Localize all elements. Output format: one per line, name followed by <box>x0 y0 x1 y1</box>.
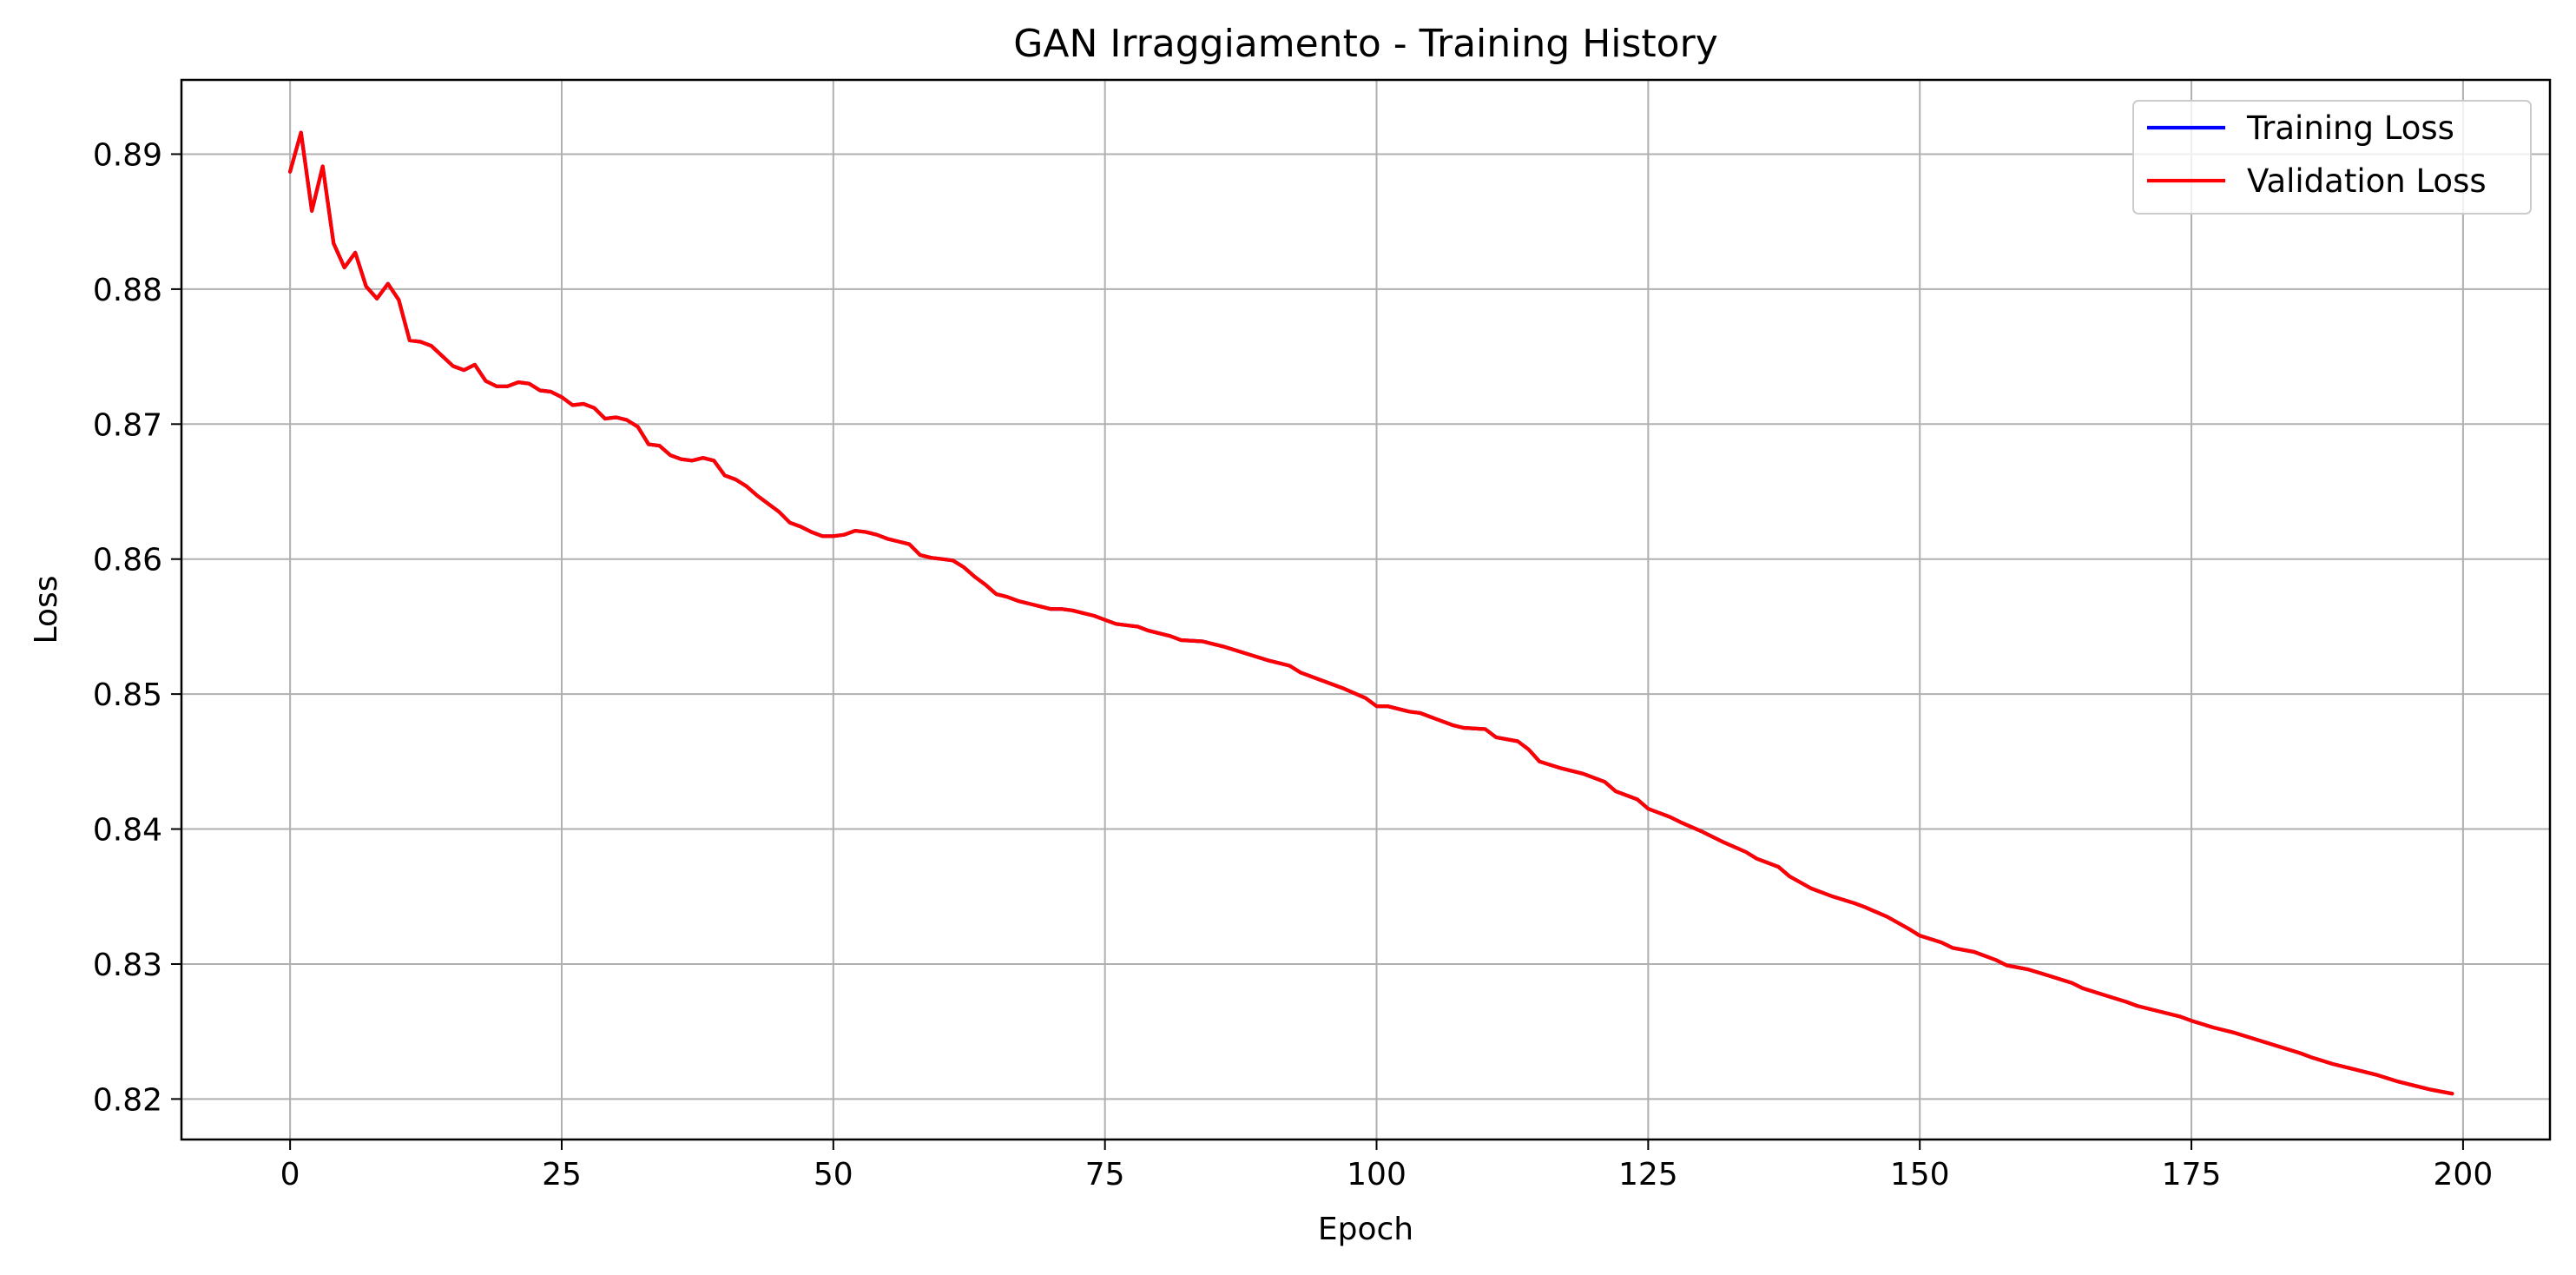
y-tick-label: 0.85 <box>93 677 162 713</box>
x-tick-label: 150 <box>1890 1157 1950 1192</box>
y-tick-label: 0.84 <box>93 813 162 849</box>
x-tick-label: 50 <box>814 1157 853 1192</box>
x-gridlines <box>289 80 2464 1140</box>
x-tick-label: 25 <box>542 1157 582 1192</box>
legend-items: Training Loss Validation Loss <box>2147 109 2487 200</box>
series-line-validation-loss <box>288 130 2454 1096</box>
y-tick-label: 0.88 <box>93 273 162 308</box>
y-axis-ticks: 0.82 0.83 0.84 0.85 0.86 0.87 0.88 0.89 <box>93 137 181 1118</box>
y-tick-label: 0.83 <box>93 948 162 983</box>
y-tick-label: 0.89 <box>93 137 162 173</box>
x-axis-label: Epoch <box>1318 1212 1413 1247</box>
x-tick-label: 75 <box>1085 1157 1125 1192</box>
y-gridlines <box>181 153 2550 1100</box>
x-tick-label: 200 <box>2434 1157 2494 1192</box>
series-lines <box>288 130 2454 1096</box>
axes-frame <box>180 78 2552 1141</box>
y-axis-label: Loss <box>29 576 64 644</box>
legend-label: Training Loss <box>2246 109 2454 147</box>
y-tick-label: 0.82 <box>93 1082 162 1118</box>
chart-title: GAN Irraggiamento - Training History <box>1013 22 1717 66</box>
legend: Training Loss Validation Loss <box>2132 100 2532 215</box>
x-tick-label: 0 <box>280 1157 300 1192</box>
plot-area <box>180 78 2552 1141</box>
legend-label: Validation Loss <box>2247 162 2487 200</box>
x-axis-ticks: 0 25 50 75 100 125 150 175 200 <box>280 1140 2494 1192</box>
y-tick-label: 0.87 <box>93 407 162 443</box>
x-tick-label: 125 <box>1618 1157 1678 1192</box>
x-tick-label: 175 <box>2162 1157 2222 1192</box>
legend-box <box>2132 100 2532 215</box>
plot-background <box>181 80 2550 1140</box>
y-tick-label: 0.86 <box>93 543 162 578</box>
x-tick-label: 100 <box>1347 1157 1407 1192</box>
